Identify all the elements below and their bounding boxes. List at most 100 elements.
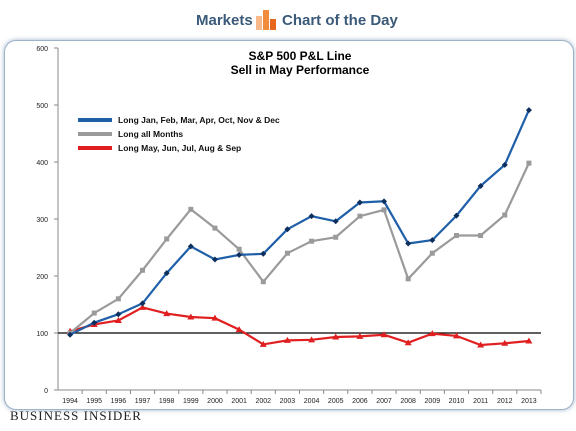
data-point-series-1 [115,296,121,302]
y-tick-label: 400 [36,160,48,167]
data-point-series-1 [260,279,266,285]
data-point-series-0 [67,331,74,338]
data-point-series-1 [333,234,339,240]
x-tick-label: 2003 [280,398,296,405]
data-point-series-0 [115,311,122,318]
y-tick-label: 100 [36,331,48,338]
x-tick-label: 1998 [159,398,175,405]
data-point-series-1 [357,213,363,219]
data-point-series-0 [260,250,267,257]
data-point-series-0 [236,251,243,258]
x-tick-label: 2006 [352,398,368,405]
markets-label: Markets [196,12,253,29]
series-line-0 [69,109,530,336]
x-tick-label: 2010 [449,398,465,405]
data-point-series-0 [308,213,315,220]
data-point-series-1 [429,250,435,256]
data-point-series-1 [188,206,194,212]
data-point-series-1 [284,250,290,256]
data-point-series-1 [212,225,218,231]
series-group [66,107,533,348]
x-tick-label: 2011 [473,398,488,405]
data-point-series-0 [405,240,412,247]
data-point-series-0 [332,218,339,225]
data-point-series-2 [163,310,171,317]
x-tick-label: 2000 [207,398,223,405]
y-tick-label: 0 [44,388,48,395]
data-point-series-1 [236,246,242,252]
series-line-1 [69,162,530,334]
legend-label-0: Long Jan, Feb, Mar, Apr, Oct, Nov & Dec [118,115,280,125]
data-point-series-1 [91,310,97,316]
legend-label-1: Long all Months [118,129,183,139]
data-point-series-2 [187,313,195,320]
data-point-series-0 [163,270,170,277]
data-point-series-0 [284,226,291,233]
x-tick-label: 2008 [400,398,416,405]
data-point-series-0 [525,107,532,114]
bar-chart-icon-bar-3 [270,19,276,30]
data-point-series-0 [429,237,436,244]
x-tick-label: 1994 [62,398,78,405]
data-point-series-1 [140,267,146,273]
data-point-series-1 [309,238,315,244]
data-point-series-2 [477,341,485,348]
x-tick-label: 2004 [304,398,320,405]
chart-axes: 0 100 200 300 400 500 600 1994 1995 1996 1997 1998 1… [36,46,542,405]
data-point-series-0 [187,243,194,250]
bar-chart-icon-bar-2 [263,10,269,30]
x-tick-label: 2002 [255,398,271,405]
data-point-series-2 [235,326,243,333]
x-tick-label: 2001 [231,398,247,405]
x-tick-label: 1996 [111,398,127,405]
x-tick-label: 2013 [521,398,537,405]
business-insider-logo: Business Insider [10,408,142,424]
data-point-series-2 [356,332,364,339]
series-line-2 [69,306,530,347]
x-tick-label: 2009 [425,398,441,405]
data-point-series-2 [404,339,412,346]
legend-label-2: Long May, Jun, Jul, Aug & Sep [118,143,241,153]
data-point-series-1 [453,233,459,239]
data-point-series-2 [428,330,436,337]
bar-chart-icon [256,10,276,30]
data-point-series-0 [453,212,460,219]
data-point-series-2 [139,303,147,310]
data-point-series-1 [381,207,387,213]
business-insider-wordmark: Business Insider [10,408,142,423]
x-tick-label: 1995 [86,398,102,405]
data-point-series-2 [283,336,291,343]
y-tick-label: 200 [36,274,48,281]
x-tick-label: 1997 [135,398,151,405]
data-point-series-0 [211,256,218,263]
chart-of-the-day-label: Chart of the Day [282,12,398,29]
y-tick-label: 300 [36,217,48,224]
chart-frame [4,40,574,410]
data-point-series-1 [478,233,484,239]
x-tick-label: 1999 [183,398,199,405]
data-point-series-1 [405,276,411,282]
y-tick-label: 500 [36,103,48,110]
data-point-series-0 [501,161,508,168]
x-tick-label: 2012 [497,398,513,405]
chart-of-the-day-header: Markets Chart of the Day [0,0,576,40]
data-point-series-0 [381,198,388,205]
data-point-series-2 [332,333,340,340]
chart-legend: Long Jan, Feb, Mar, Apr, Oct, Nov & Dec L… [78,115,280,153]
bar-chart-icon-bar-1 [256,16,262,30]
y-tick-label: 600 [36,46,48,53]
data-point-series-2 [525,337,533,344]
data-point-series-0 [356,199,363,206]
data-point-series-0 [139,300,146,307]
data-point-series-0 [91,319,98,326]
chart-subtitle: Sell in May Performance [231,63,370,77]
data-point-series-2 [114,316,122,323]
x-tick-label: 2007 [376,398,392,405]
data-point-series-1 [164,236,170,242]
data-point-series-2 [452,332,460,339]
x-tick-label: 2005 [328,398,344,405]
data-point-series-2 [380,331,388,338]
chart-title: S&P 500 P&L Line [249,49,352,63]
data-point-series-0 [477,182,484,189]
